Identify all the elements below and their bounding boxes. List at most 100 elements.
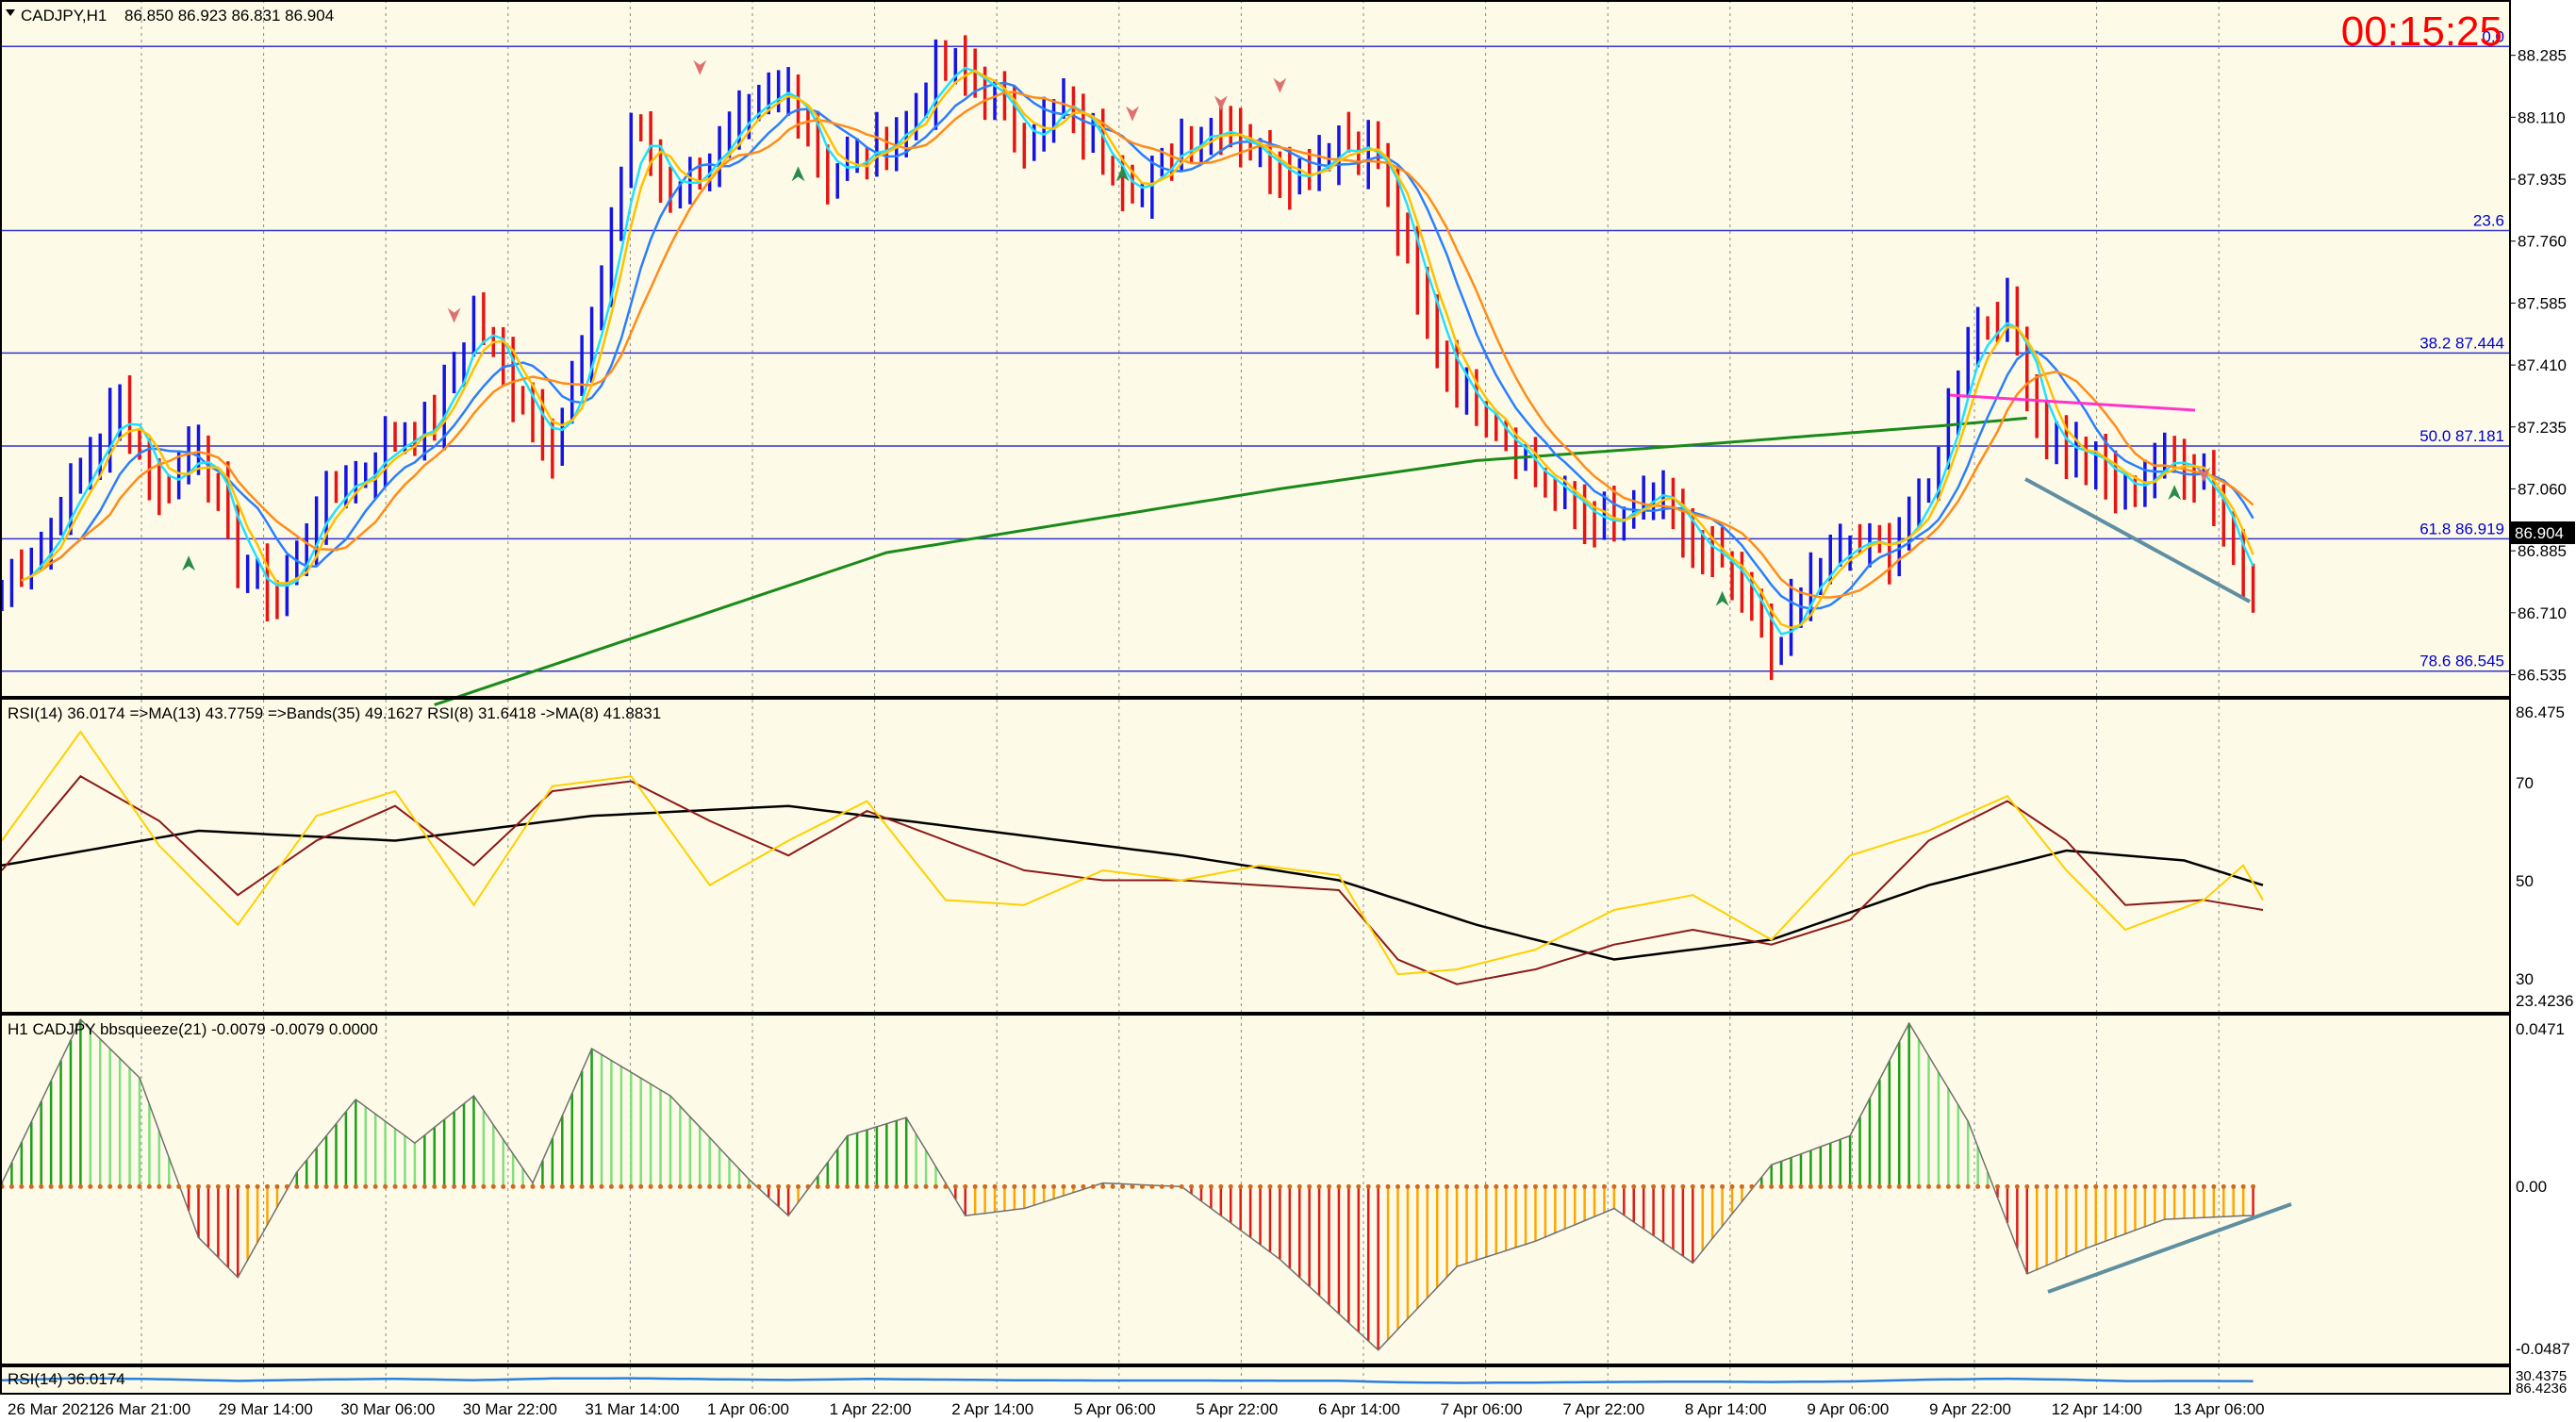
- squeeze-zero-dot: [1100, 1183, 1106, 1189]
- time-axis-label: 2 Apr 14:00: [951, 1400, 1033, 1418]
- squeeze-zero-dot: [1562, 1183, 1568, 1189]
- arrow-markers: [182, 59, 2211, 606]
- time-axis-label: 1 Apr 06:00: [707, 1400, 789, 1418]
- squeeze-zero-dot: [766, 1183, 771, 1189]
- squeeze-zero-dot: [845, 1183, 850, 1189]
- small-rsi-axis: 30.4375 86.4236: [2516, 1368, 2567, 1397]
- squeeze-zero-dot: [638, 1183, 644, 1189]
- squeeze-zero-dot: [599, 1183, 604, 1189]
- time-axis-label: 5 Apr 22:00: [1196, 1400, 1278, 1418]
- countdown-timer: 00:15:25: [2341, 8, 2502, 55]
- squeeze-zero-dot: [1592, 1183, 1597, 1189]
- squeeze-zero-dot: [589, 1183, 595, 1189]
- squeeze-zero-dot: [196, 1183, 202, 1189]
- squeeze-zero-dot: [874, 1183, 880, 1189]
- squeeze-zero-dot: [363, 1183, 369, 1189]
- squeeze-zero-dot: [1316, 1183, 1322, 1189]
- price-axis-tick: 87.585: [2518, 294, 2567, 312]
- squeeze-zero-dot: [1296, 1183, 1302, 1189]
- price-axis-tick: 87.760: [2518, 233, 2567, 251]
- squeeze-zero-dot: [894, 1183, 900, 1189]
- squeeze-zero-dot: [1965, 1183, 1971, 1189]
- squeeze-zero-dot: [294, 1183, 300, 1189]
- ohlc-label: 86.850 86.923 86.831 86.904: [124, 7, 334, 25]
- squeeze-zero-dot: [1139, 1183, 1145, 1189]
- squeeze-zero-dot: [1385, 1183, 1391, 1189]
- squeeze-zero-dot: [1169, 1183, 1175, 1189]
- squeeze-trend-line[interactable]: [2047, 1202, 2292, 1294]
- squeeze-zero-dot: [501, 1183, 506, 1189]
- squeeze-zero-dot: [1307, 1183, 1313, 1189]
- squeeze-zero-dot: [441, 1183, 447, 1189]
- squeeze-zero-dot: [461, 1183, 467, 1189]
- squeeze-zero-dot: [1277, 1183, 1282, 1189]
- triangle-down-icon[interactable]: [6, 9, 15, 16]
- arrow-down-icon: [2197, 467, 2211, 483]
- squeeze-zero-dot: [1198, 1183, 1204, 1189]
- squeeze-zero-dot: [1552, 1183, 1558, 1189]
- arrow-up-icon: [791, 166, 805, 182]
- squeeze-zero-dot: [215, 1183, 221, 1189]
- squeeze-zero-dot: [727, 1183, 733, 1189]
- squeeze-zero-dot: [579, 1183, 585, 1189]
- time-axis-label: 29 Mar 14:00: [219, 1400, 313, 1418]
- squeeze-zero-dot: [2201, 1183, 2206, 1189]
- squeeze-zero-dot: [1258, 1183, 1263, 1189]
- squeeze-zero-dot: [530, 1183, 536, 1189]
- squeeze-zero-dot: [1287, 1183, 1293, 1189]
- squeeze-zero-dot: [225, 1183, 231, 1189]
- squeeze-zero-dot: [1867, 1183, 1873, 1189]
- rsi-axis-tick: 70: [2516, 774, 2534, 792]
- squeeze-zero-dot: [1808, 1183, 1813, 1189]
- small-rsi-panel[interactable]: [1, 1377, 2254, 1384]
- squeeze-zero-dot: [1838, 1183, 1843, 1189]
- price-trend-line[interactable]: [2024, 477, 2251, 604]
- squeeze-zero-dot: [146, 1183, 152, 1189]
- squeeze-zero-dot: [2182, 1183, 2188, 1189]
- squeeze-zero-dot: [1346, 1183, 1351, 1189]
- time-axis-label: 7 Apr 06:00: [1441, 1400, 1523, 1418]
- squeeze-zero-dot: [1611, 1183, 1617, 1189]
- squeeze-zero-dot: [137, 1183, 142, 1189]
- squeeze-zero-dot: [48, 1183, 54, 1189]
- squeeze-zero-dot: [1956, 1183, 1961, 1189]
- squeeze-zero-dot: [1405, 1183, 1411, 1189]
- rsi-axis-tick: 50: [2516, 872, 2534, 890]
- squeeze-zero-dot: [157, 1183, 162, 1189]
- squeeze-zero-dot: [1994, 1183, 2000, 1189]
- rsi-axis-tick: 30: [2516, 970, 2534, 988]
- current-price-label: 86.904: [2511, 521, 2575, 544]
- squeeze-zero-dot: [776, 1183, 782, 1189]
- squeeze-zero-dot: [952, 1183, 958, 1189]
- squeeze-axis-tick: 0.0471: [2516, 1020, 2565, 1038]
- squeeze-zero-dot: [2044, 1183, 2050, 1189]
- price-panel[interactable]: 0.0 23.6 38.2 87.444 50.0 87.181 61.8 86.919…: [0, 27, 2510, 706]
- squeeze-zero-dot: [1818, 1183, 1824, 1189]
- time-axis-label: 31 Mar 14:00: [585, 1400, 679, 1418]
- arrow-up-icon: [2168, 485, 2182, 501]
- squeeze-zero-dot: [903, 1183, 909, 1189]
- squeeze-zero-dot: [736, 1183, 742, 1189]
- squeeze-zero-dot: [1061, 1183, 1066, 1189]
- squeeze-zero-dot: [628, 1183, 634, 1189]
- squeeze-zero-dot: [707, 1183, 713, 1189]
- rsi-panel[interactable]: [1, 730, 2264, 985]
- rsi-axis-tick: 23.4236: [2516, 992, 2573, 1010]
- squeeze-zero-dot: [1474, 1183, 1479, 1189]
- squeeze-zero-dot: [39, 1183, 44, 1189]
- ma-long-line: [434, 416, 2027, 706]
- squeeze-zero-dot: [972, 1183, 978, 1189]
- squeeze-zero-dot: [668, 1183, 673, 1189]
- squeeze-zero-dot: [1503, 1183, 1509, 1189]
- squeeze-zero-dot: [1336, 1183, 1342, 1189]
- price-axis-tick: 86.885: [2518, 542, 2567, 560]
- squeeze-zero-dot: [421, 1183, 427, 1189]
- squeeze-zero-dot: [8, 1183, 14, 1189]
- price-axis-tick: 86.535: [2518, 666, 2567, 684]
- squeeze-panel-header: H1 CADJPY bbsqueeze(21) -0.0079 -0.0079 …: [8, 1020, 378, 1038]
- squeeze-zero-dot: [1376, 1183, 1381, 1189]
- squeeze-zero-dot: [1247, 1183, 1253, 1189]
- current-price-box: [2511, 521, 2575, 544]
